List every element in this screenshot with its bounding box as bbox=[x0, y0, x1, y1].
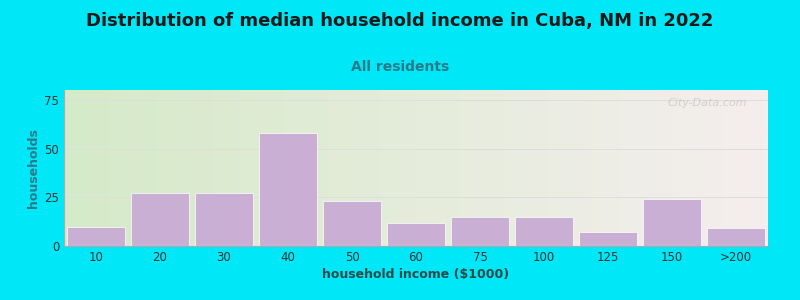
Text: City-Data.com: City-Data.com bbox=[667, 98, 747, 108]
Bar bbox=[258, 133, 318, 246]
Bar bbox=[194, 193, 254, 246]
Bar bbox=[706, 229, 766, 246]
Bar bbox=[578, 232, 638, 246]
Bar bbox=[66, 226, 126, 246]
Bar bbox=[514, 217, 574, 246]
Bar bbox=[130, 193, 190, 246]
Bar bbox=[322, 201, 382, 246]
Y-axis label: households: households bbox=[27, 128, 40, 208]
Text: Distribution of median household income in Cuba, NM in 2022: Distribution of median household income … bbox=[86, 12, 714, 30]
Bar bbox=[386, 223, 446, 246]
Bar bbox=[450, 217, 510, 246]
X-axis label: household income ($1000): household income ($1000) bbox=[322, 268, 510, 281]
Text: All residents: All residents bbox=[351, 60, 449, 74]
Bar bbox=[642, 199, 702, 246]
